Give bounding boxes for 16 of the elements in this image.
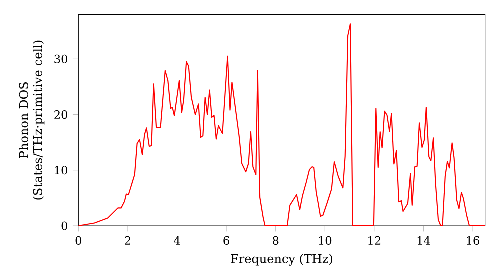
x-tick-label: 14	[418, 236, 430, 245]
x-axis-title: Frequency (THz)	[231, 254, 332, 266]
x-tick-label: 10	[319, 236, 332, 245]
x-tick-label: 6	[224, 236, 230, 245]
line-series	[78, 24, 486, 226]
y-tick-label: 20	[54, 110, 68, 120]
x-tick-label: 12	[368, 236, 381, 245]
y-tick-label: 0	[62, 222, 68, 230]
x-tick-label: 8	[272, 236, 279, 245]
x-tick-label: 2	[125, 236, 130, 245]
y-tick-label: 10	[55, 166, 68, 175]
x-tick-label: 0	[76, 236, 82, 245]
y-axis-title: Phonon DOS (States/THz·primitive cell)	[19, 40, 45, 200]
x-tick-label: 4	[174, 236, 180, 245]
y-tick-label: 30	[54, 54, 68, 64]
x-tick-label: 16	[467, 236, 480, 245]
